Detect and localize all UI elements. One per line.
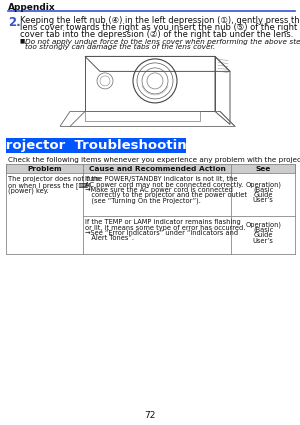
Text: Operation): Operation)	[245, 181, 281, 188]
Text: Guide: Guide	[254, 232, 273, 238]
Text: Problem: Problem	[27, 166, 62, 172]
Text: 2.: 2.	[8, 16, 21, 29]
Text: The projector does not turn: The projector does not turn	[8, 176, 100, 182]
Text: →See “Error Indicators” under “Indicators and: →See “Error Indicators” under “Indicator…	[85, 230, 238, 236]
Bar	[6, 164, 295, 173]
Text: cover tab into the depression (②) of the right tab under the lens.: cover tab into the depression (②) of the…	[20, 30, 293, 39]
Text: on when I press the [⌨]: on when I press the [⌨]	[8, 182, 91, 189]
Text: Projector  Troubleshooting: Projector Troubleshooting	[0, 139, 196, 153]
Text: correctly to the projector and the power outlet: correctly to the projector and the power…	[85, 192, 247, 198]
Text: (Basic: (Basic	[253, 187, 273, 193]
Text: Do not apply undue force to the lens cover when performing the above step. Press: Do not apply undue force to the lens cov…	[25, 38, 300, 45]
Text: too strongly can damage the tabs of the lens cover.: too strongly can damage the tabs of the …	[25, 44, 215, 50]
Text: See: See	[256, 166, 271, 172]
Bar	[6, 173, 82, 255]
Text: Alert Tones”.: Alert Tones”.	[85, 235, 134, 241]
Text: 72: 72	[144, 411, 156, 420]
Text: →Make sure the AC power cord is connected: →Make sure the AC power cord is connecte…	[85, 187, 232, 193]
Text: If the POWER/STANDBY indicator is not lit, the: If the POWER/STANDBY indicator is not li…	[85, 176, 237, 182]
Text: (power) key.: (power) key.	[8, 187, 49, 194]
Text: Check the following items whenever you experience any problem with the projector: Check the following items whenever you e…	[8, 157, 300, 163]
Text: AC power cord may not be connected correctly.: AC power cord may not be connected corre…	[85, 181, 243, 187]
Text: User’s: User’s	[253, 238, 274, 244]
Text: (Basic: (Basic	[253, 227, 273, 233]
Text: If the TEMP or LAMP indicator remains flashing: If the TEMP or LAMP indicator remains fl…	[85, 219, 240, 225]
Text: Keeping the left nub (④) in the left depression (①), gently press the: Keeping the left nub (④) in the left dep…	[20, 16, 300, 25]
Text: User’s: User’s	[253, 197, 274, 203]
Text: lens cover towards the right as you insert the nub (⑤) of the right lens: lens cover towards the right as you inse…	[20, 23, 300, 32]
Text: ■: ■	[20, 38, 25, 43]
Text: Cause and Recommended Action: Cause and Recommended Action	[88, 166, 225, 172]
Text: (see “Turning On the Projector”).: (see “Turning On the Projector”).	[85, 197, 200, 204]
Text: Guide: Guide	[254, 192, 273, 198]
Text: Appendix: Appendix	[8, 3, 56, 12]
Text: or lit, it means some type of error has occurred.: or lit, it means some type of error has …	[85, 224, 245, 231]
Bar	[6, 139, 186, 153]
Text: Operation): Operation)	[245, 222, 281, 228]
